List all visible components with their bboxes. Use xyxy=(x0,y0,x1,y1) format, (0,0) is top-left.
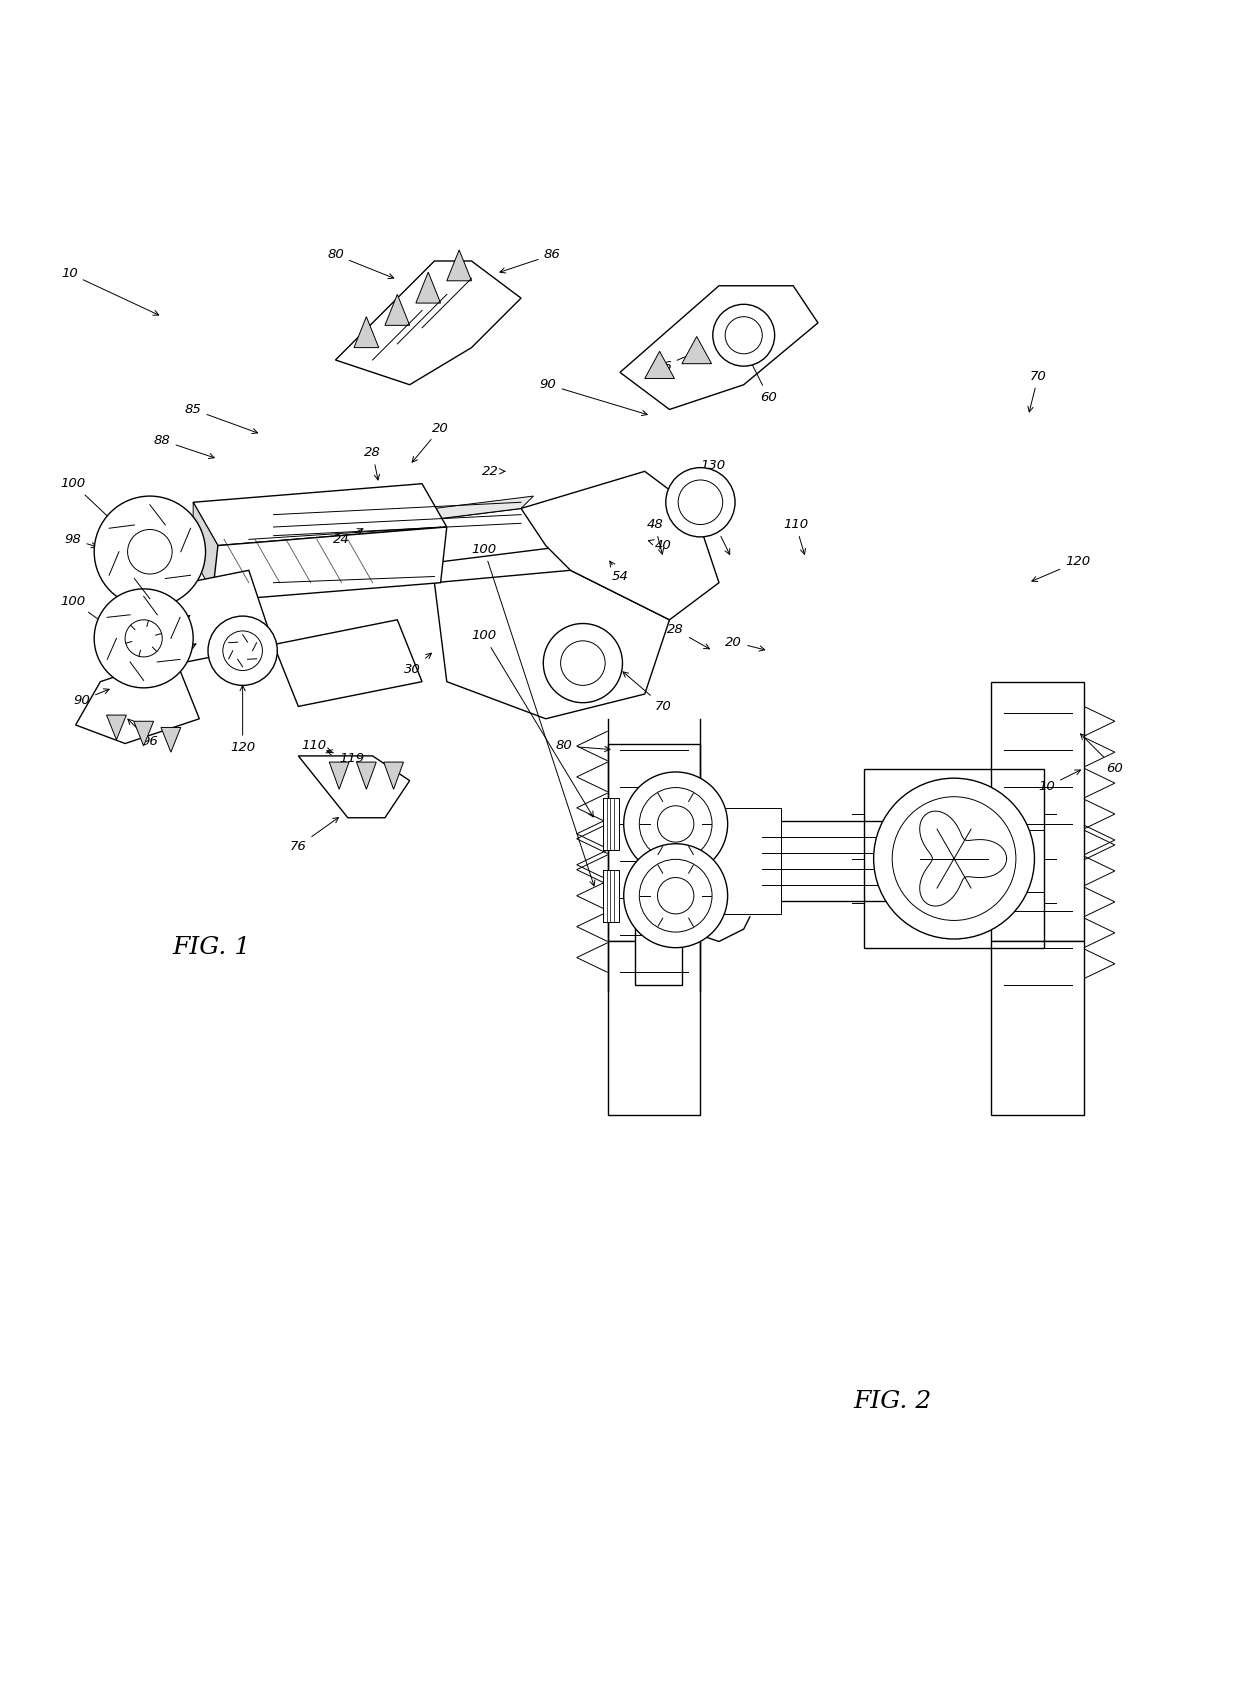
Bar xyxy=(991,942,1084,1115)
Text: 90: 90 xyxy=(539,377,647,416)
Text: 10: 10 xyxy=(1038,770,1080,794)
Circle shape xyxy=(128,529,172,575)
Text: 100: 100 xyxy=(471,630,593,817)
Polygon shape xyxy=(161,728,181,752)
Text: 40: 40 xyxy=(649,539,672,553)
Text: 20: 20 xyxy=(412,421,449,462)
Circle shape xyxy=(208,617,278,686)
Polygon shape xyxy=(353,317,378,347)
Bar xyxy=(603,799,619,849)
Text: 100: 100 xyxy=(61,595,109,627)
Text: 100: 100 xyxy=(471,543,595,886)
Circle shape xyxy=(624,844,728,947)
Bar xyxy=(608,743,701,942)
Text: 76: 76 xyxy=(290,817,339,853)
Text: 28: 28 xyxy=(365,447,381,480)
Circle shape xyxy=(94,495,206,607)
Text: 60: 60 xyxy=(1080,735,1123,775)
Polygon shape xyxy=(521,472,719,620)
Circle shape xyxy=(657,878,694,913)
Text: 110: 110 xyxy=(784,517,808,554)
Circle shape xyxy=(657,805,694,842)
Polygon shape xyxy=(107,714,126,740)
Polygon shape xyxy=(434,570,670,719)
Text: FIG. 2: FIG. 2 xyxy=(853,1390,931,1414)
Text: 80: 80 xyxy=(556,740,610,753)
Text: 48: 48 xyxy=(156,644,196,667)
Polygon shape xyxy=(383,762,403,789)
Bar xyxy=(701,821,991,901)
Text: 80: 80 xyxy=(327,248,394,278)
Text: 90: 90 xyxy=(73,689,109,706)
Text: 86: 86 xyxy=(500,248,560,273)
Text: 96: 96 xyxy=(128,719,159,748)
Circle shape xyxy=(125,620,162,657)
Text: 10: 10 xyxy=(61,266,159,315)
Text: 98: 98 xyxy=(64,532,97,548)
Polygon shape xyxy=(330,762,348,789)
Text: 70: 70 xyxy=(1028,369,1047,411)
Text: 119: 119 xyxy=(327,750,365,765)
Circle shape xyxy=(666,468,735,538)
Text: 120: 120 xyxy=(1032,554,1090,581)
Polygon shape xyxy=(76,657,200,743)
Circle shape xyxy=(543,623,622,703)
Text: 120: 120 xyxy=(231,686,255,753)
Bar xyxy=(991,682,1084,942)
Text: 130: 130 xyxy=(691,458,725,487)
Circle shape xyxy=(640,787,712,861)
Text: 40: 40 xyxy=(707,517,730,554)
Circle shape xyxy=(874,778,1034,939)
Circle shape xyxy=(94,588,193,687)
Text: 85: 85 xyxy=(185,403,258,433)
Text: 54: 54 xyxy=(610,561,629,583)
Polygon shape xyxy=(356,762,376,789)
Bar xyxy=(701,809,781,913)
Polygon shape xyxy=(719,322,749,349)
Bar xyxy=(864,768,1044,949)
Circle shape xyxy=(624,772,728,876)
Polygon shape xyxy=(224,509,570,583)
Circle shape xyxy=(713,305,775,366)
Text: 22: 22 xyxy=(481,465,505,479)
Circle shape xyxy=(640,859,712,932)
Circle shape xyxy=(893,797,1016,920)
Polygon shape xyxy=(193,502,218,602)
Bar xyxy=(603,869,619,922)
Text: 88: 88 xyxy=(154,435,215,458)
Polygon shape xyxy=(274,620,422,706)
Text: 100: 100 xyxy=(61,477,117,524)
Polygon shape xyxy=(134,721,154,746)
Polygon shape xyxy=(125,570,274,669)
Text: 66: 66 xyxy=(655,349,703,372)
Polygon shape xyxy=(224,495,533,546)
Text: FIG. 1: FIG. 1 xyxy=(172,937,250,959)
Polygon shape xyxy=(645,352,675,379)
Bar xyxy=(635,905,682,984)
Polygon shape xyxy=(212,527,446,602)
Bar xyxy=(608,942,701,1115)
Polygon shape xyxy=(620,286,818,409)
Text: 48: 48 xyxy=(646,517,663,554)
Text: 20: 20 xyxy=(725,635,765,650)
Text: 60: 60 xyxy=(739,339,776,404)
Text: 70: 70 xyxy=(622,672,672,713)
Polygon shape xyxy=(299,757,409,817)
Text: 28: 28 xyxy=(667,623,709,649)
Text: 110: 110 xyxy=(301,740,332,753)
Polygon shape xyxy=(384,295,409,325)
Text: 30: 30 xyxy=(404,654,432,676)
Text: 95: 95 xyxy=(154,615,190,639)
Polygon shape xyxy=(446,249,471,281)
Bar xyxy=(985,797,991,925)
Bar xyxy=(991,831,1044,891)
Polygon shape xyxy=(415,273,440,303)
Text: 24: 24 xyxy=(334,529,363,546)
Polygon shape xyxy=(682,337,712,364)
Polygon shape xyxy=(193,484,446,546)
Polygon shape xyxy=(336,261,521,384)
